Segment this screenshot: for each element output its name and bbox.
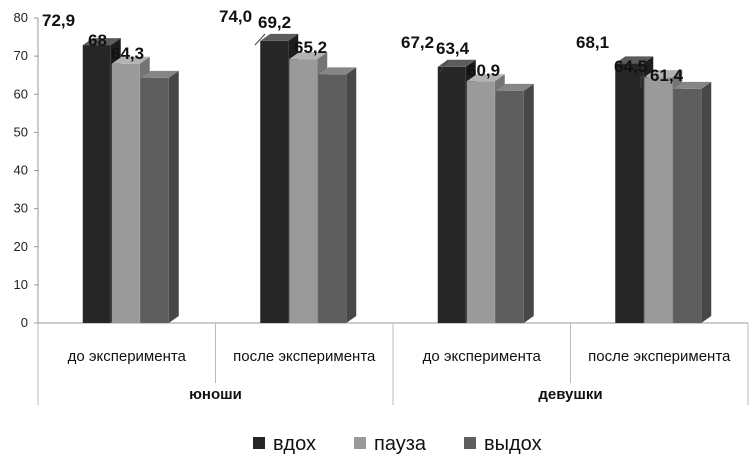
data-label: 64,3 <box>111 44 144 63</box>
bar <box>495 90 524 323</box>
data-label: 60,9 <box>467 61 500 80</box>
legend-swatch <box>464 437 476 449</box>
data-label: 69,2 <box>258 13 291 32</box>
legend-swatch <box>253 437 265 449</box>
bar <box>289 59 318 324</box>
data-label: 63,4 <box>436 39 470 58</box>
legend-label: вдох <box>273 433 316 455</box>
bar <box>318 74 347 323</box>
legend-label: выдох <box>484 433 542 455</box>
bar-top <box>82 38 121 46</box>
bar <box>615 63 644 324</box>
data-label: 68,1 <box>576 33 609 52</box>
leader-line <box>640 76 647 88</box>
bar-side <box>523 83 534 323</box>
bar-top <box>140 70 179 78</box>
bar-top <box>289 52 328 60</box>
data-label: 68 <box>88 31 107 50</box>
y-tick-label: 30 <box>14 201 28 216</box>
y-tick-label: 20 <box>14 239 28 254</box>
bar-top <box>644 70 683 78</box>
y-tick-label: 40 <box>14 163 28 178</box>
bar <box>437 66 466 324</box>
data-labels: 72,9 74,0 67,2 68,1 68 69,2 63,4 64,5 64,3 65,2 60… <box>42 7 684 88</box>
group-label: девушки <box>538 386 602 403</box>
data-label: 64,5 <box>614 57 647 76</box>
legend-swatch <box>354 437 366 449</box>
bar <box>644 77 673 323</box>
y-tick-label: 70 <box>14 48 28 63</box>
bar-top <box>111 56 150 64</box>
data-label: 65,2 <box>294 38 327 57</box>
bar-top <box>318 67 357 75</box>
bars <box>82 33 712 324</box>
y-tick-label: 50 <box>14 124 28 139</box>
category-label: до эксперимента <box>68 348 187 365</box>
bar-top <box>673 81 712 89</box>
bar <box>673 88 702 323</box>
bar <box>82 45 111 323</box>
category-label: до эксперимента <box>423 348 542 365</box>
group-label: юноши <box>189 386 242 403</box>
bar-top <box>260 33 299 41</box>
bar-top <box>466 74 505 82</box>
bar-side <box>346 67 357 323</box>
legend: вдох пауза выдох <box>253 433 542 455</box>
leader-line <box>254 33 266 46</box>
bar <box>140 77 169 323</box>
data-label: 74,0 <box>219 7 252 26</box>
y-tick-label: 60 <box>14 86 28 101</box>
bar <box>111 63 140 323</box>
y-tick-label: 0 <box>21 315 28 330</box>
category-label: после эксперимента <box>233 348 376 365</box>
category-label: после эксперимента <box>588 348 731 365</box>
data-label: 72,9 <box>42 11 75 30</box>
bar-side <box>168 70 179 323</box>
leader-line <box>439 59 449 73</box>
bar-side <box>701 81 712 323</box>
y-tick-label: 10 <box>14 277 28 292</box>
bar <box>260 40 289 323</box>
data-label: 67,2 <box>401 33 434 52</box>
legend-label: пауза <box>374 433 427 455</box>
bar-top <box>615 56 654 64</box>
bar <box>466 81 495 323</box>
y-tick-label: 80 <box>14 10 28 25</box>
data-label: 61,4 <box>650 66 684 85</box>
bar-top <box>495 83 534 91</box>
